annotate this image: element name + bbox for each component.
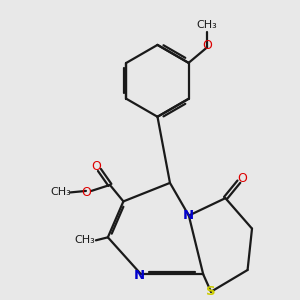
Text: N: N bbox=[183, 209, 194, 222]
Text: O: O bbox=[91, 160, 101, 173]
Text: O: O bbox=[81, 186, 91, 199]
Text: S: S bbox=[206, 285, 216, 298]
Text: CH₃: CH₃ bbox=[74, 235, 95, 245]
Text: O: O bbox=[202, 39, 212, 52]
Text: O: O bbox=[238, 172, 248, 184]
Text: N: N bbox=[134, 269, 145, 282]
Text: CH₃: CH₃ bbox=[50, 188, 71, 197]
Text: CH₃: CH₃ bbox=[197, 20, 218, 30]
